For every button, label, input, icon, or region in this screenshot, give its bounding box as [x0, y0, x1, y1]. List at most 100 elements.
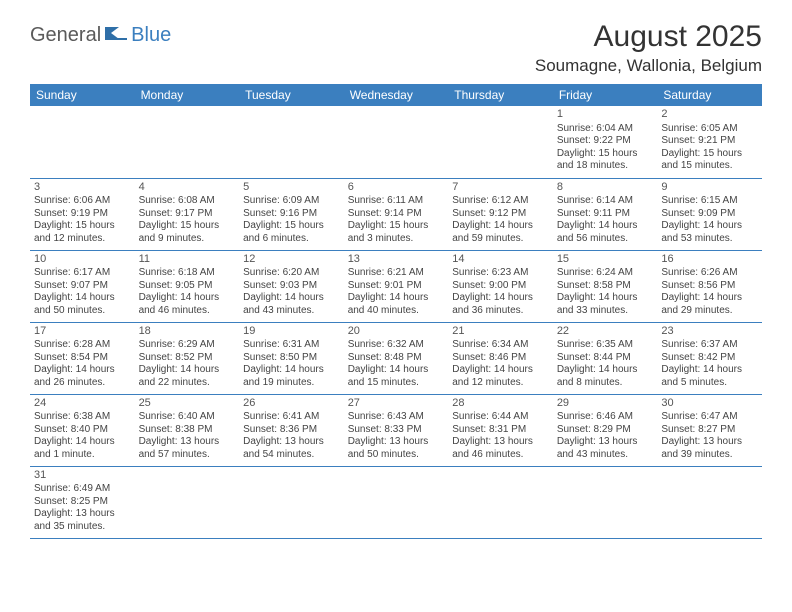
day-number: 20 — [348, 325, 445, 339]
calendar-cell — [344, 106, 449, 178]
sunset-text: Sunset: 8:48 PM — [348, 352, 445, 365]
calendar-cell: 24Sunrise: 6:38 AMSunset: 8:40 PMDayligh… — [30, 394, 135, 466]
calendar-row: 1Sunrise: 6:04 AMSunset: 9:22 PMDaylight… — [30, 106, 762, 178]
sunrise-text: Sunrise: 6:04 AM — [557, 123, 654, 136]
calendar-cell: 8Sunrise: 6:14 AMSunset: 9:11 PMDaylight… — [553, 178, 658, 250]
daylight-text: Daylight: 13 hours and 46 minutes. — [452, 436, 549, 461]
calendar-cell: 4Sunrise: 6:08 AMSunset: 9:17 PMDaylight… — [135, 178, 240, 250]
calendar-table: Sunday Monday Tuesday Wednesday Thursday… — [30, 84, 762, 539]
sunrise-text: Sunrise: 6:24 AM — [557, 267, 654, 280]
sunrise-text: Sunrise: 6:23 AM — [452, 267, 549, 280]
sunset-text: Sunset: 8:38 PM — [139, 424, 236, 437]
daylight-text: Daylight: 13 hours and 54 minutes. — [243, 436, 340, 461]
calendar-cell: 5Sunrise: 6:09 AMSunset: 9:16 PMDaylight… — [239, 178, 344, 250]
daylight-text: Daylight: 15 hours and 9 minutes. — [139, 220, 236, 245]
col-tuesday: Tuesday — [239, 84, 344, 106]
daylight-text: Daylight: 13 hours and 57 minutes. — [139, 436, 236, 461]
sunset-text: Sunset: 8:40 PM — [34, 424, 131, 437]
calendar-row: 17Sunrise: 6:28 AMSunset: 8:54 PM Dayligh… — [30, 322, 762, 394]
sunset-text: Sunset: 8:42 PM — [661, 352, 758, 365]
day-number: 10 — [34, 253, 131, 267]
calendar-row: 10Sunrise: 6:17 AMSunset: 9:07 PMDayligh… — [30, 250, 762, 322]
logo-text-part1: General — [30, 24, 101, 47]
day-number: 8 — [557, 181, 654, 195]
sunset-text: Sunset: 9:11 PM — [557, 208, 654, 221]
sunrise-text: Sunrise: 6:05 AM — [661, 123, 758, 136]
daylight-text: Daylight: 14 hours and 36 minutes. — [452, 292, 549, 317]
day-number: 22 — [557, 325, 654, 339]
sunrise-text: Sunrise: 6:32 AM — [348, 339, 445, 352]
sunrise-text: Sunrise: 6:29 AM — [139, 339, 236, 352]
col-saturday: Saturday — [657, 84, 762, 106]
day-number: 28 — [452, 397, 549, 411]
day-number: 18 — [139, 325, 236, 339]
col-thursday: Thursday — [448, 84, 553, 106]
sunset-text: Sunset: 9:12 PM — [452, 208, 549, 221]
sunset-text: Sunset: 8:29 PM — [557, 424, 654, 437]
sunrise-text: Sunrise: 6:28 AM — [34, 339, 131, 352]
sunrise-text: Sunrise: 6:26 AM — [661, 267, 758, 280]
day-number: 21 — [452, 325, 549, 339]
sunrise-text: Sunrise: 6:47 AM — [661, 411, 758, 424]
calendar-cell — [239, 466, 344, 538]
sunrise-text: Sunrise: 6:43 AM — [348, 411, 445, 424]
sunrise-text: Sunrise: 6:09 AM — [243, 195, 340, 208]
daylight-text: Daylight: 14 hours and 15 minutes. — [348, 364, 445, 389]
day-number: 17 — [34, 325, 131, 339]
sunrise-text: Sunrise: 6:34 AM — [452, 339, 549, 352]
calendar-cell — [448, 106, 553, 178]
daylight-text: Daylight: 14 hours and 50 minutes. — [34, 292, 131, 317]
calendar-cell: 1Sunrise: 6:04 AMSunset: 9:22 PMDaylight… — [553, 106, 658, 178]
sunrise-text: Sunrise: 6:20 AM — [243, 267, 340, 280]
day-number: 9 — [661, 181, 758, 195]
sunset-text: Sunset: 8:44 PM — [557, 352, 654, 365]
sunrise-text: Sunrise: 6:08 AM — [139, 195, 236, 208]
title-block: August 2025 Soumagne, Wallonia, Belgium — [535, 20, 762, 76]
calendar-cell — [553, 466, 658, 538]
header: General Blue August 2025 Soumagne, Wallo… — [0, 0, 792, 84]
sunset-text: Sunset: 9:07 PM — [34, 280, 131, 293]
calendar-cell: 15Sunrise: 6:24 AMSunset: 8:58 PMDayligh… — [553, 250, 658, 322]
day-number: 4 — [139, 181, 236, 195]
daylight-text: Daylight: 14 hours and 12 minutes. — [452, 364, 549, 389]
day-number: 12 — [243, 253, 340, 267]
sunrise-text: Sunrise: 6:37 AM — [661, 339, 758, 352]
calendar-cell — [344, 466, 449, 538]
location: Soumagne, Wallonia, Belgium — [535, 56, 762, 76]
sunrise-text: Sunrise: 6:44 AM — [452, 411, 549, 424]
sunset-text: Sunset: 8:27 PM — [661, 424, 758, 437]
sunset-text: Sunset: 9:22 PM — [557, 135, 654, 148]
daylight-text: Daylight: 14 hours and 46 minutes. — [139, 292, 236, 317]
day-number: 2 — [661, 108, 758, 122]
daylight-text: Daylight: 13 hours and 50 minutes. — [348, 436, 445, 461]
daylight-text: Daylight: 13 hours and 35 minutes. — [34, 508, 131, 533]
day-number: 27 — [348, 397, 445, 411]
calendar-cell: 6Sunrise: 6:11 AMSunset: 9:14 PMDaylight… — [344, 178, 449, 250]
day-number: 16 — [661, 253, 758, 267]
calendar-cell — [657, 466, 762, 538]
calendar-cell: 25Sunrise: 6:40 AMSunset: 8:38 PMDayligh… — [135, 394, 240, 466]
calendar-cell: 26Sunrise: 6:41 AMSunset: 8:36 PMDayligh… — [239, 394, 344, 466]
sunrise-text: Sunrise: 6:17 AM — [34, 267, 131, 280]
calendar-cell — [239, 106, 344, 178]
calendar-cell: 30Sunrise: 6:47 AMSunset: 8:27 PMDayligh… — [657, 394, 762, 466]
day-number: 7 — [452, 181, 549, 195]
logo-text-part2: Blue — [131, 24, 171, 47]
sunset-text: Sunset: 9:05 PM — [139, 280, 236, 293]
header-row: Sunday Monday Tuesday Wednesday Thursday… — [30, 84, 762, 106]
calendar-row: 24Sunrise: 6:38 AMSunset: 8:40 PMDayligh… — [30, 394, 762, 466]
calendar-cell: 3Sunrise: 6:06 AMSunset: 9:19 PMDaylight… — [30, 178, 135, 250]
sunset-text: Sunset: 9:21 PM — [661, 135, 758, 148]
calendar-cell: 14Sunrise: 6:23 AMSunset: 9:00 PMDayligh… — [448, 250, 553, 322]
day-number: 11 — [139, 253, 236, 267]
sunset-text: Sunset: 8:54 PM — [34, 352, 131, 365]
calendar-cell: 17Sunrise: 6:28 AMSunset: 8:54 PMDayligh… — [30, 322, 135, 394]
daylight-text: Daylight: 14 hours and 1 minute. — [34, 436, 131, 461]
sunrise-text: Sunrise: 6:11 AM — [348, 195, 445, 208]
daylight-text: Daylight: 14 hours and 40 minutes. — [348, 292, 445, 317]
sunset-text: Sunset: 8:58 PM — [557, 280, 654, 293]
daylight-text: Daylight: 14 hours and 5 minutes. — [661, 364, 758, 389]
calendar-cell: 13Sunrise: 6:21 AMSunset: 9:01 PMDayligh… — [344, 250, 449, 322]
daylight-text: Daylight: 15 hours and 3 minutes. — [348, 220, 445, 245]
sunrise-text: Sunrise: 6:15 AM — [661, 195, 758, 208]
